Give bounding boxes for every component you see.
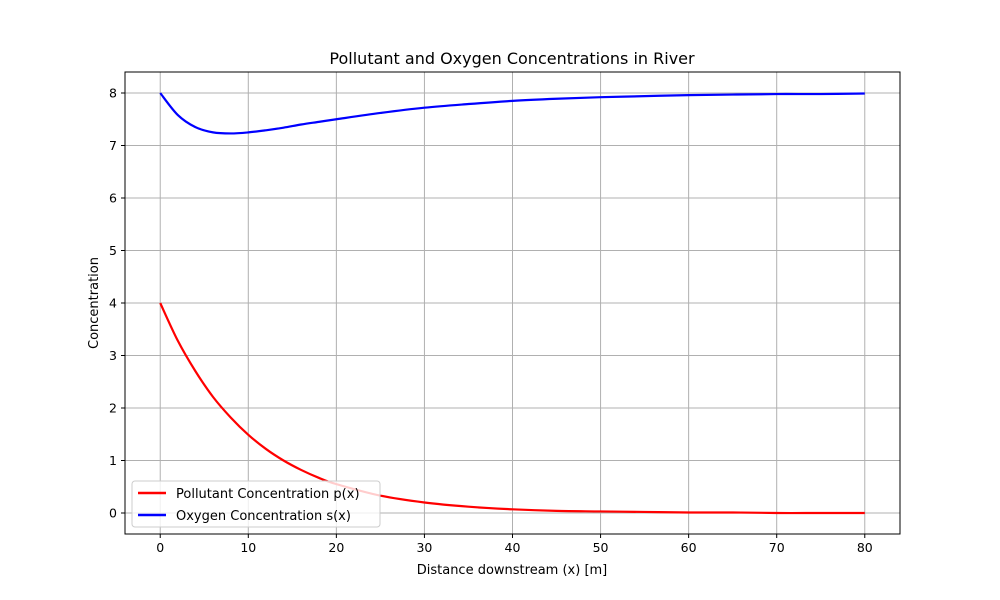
y-axis-ticks: 0 1 2 3 4 5 6 7 8 [109,86,125,521]
y-tick-label: 8 [109,86,117,101]
legend: Pollutant Concentration p(x) Oxygen Conc… [131,480,381,528]
legend-label-pollutant: Pollutant Concentration p(x) [176,487,360,502]
y-tick-label: 2 [109,401,117,416]
x-tick-label: 50 [593,540,609,555]
x-axis-label: Distance downstream (x) [m] [417,563,608,578]
x-tick-label: 80 [857,540,873,555]
y-tick-label: 5 [109,243,117,258]
grid-lines [125,72,900,534]
y-tick-label: 1 [109,453,117,468]
x-tick-label: 20 [328,540,344,555]
x-tick-label: 70 [769,540,785,555]
y-axis-label: Concentration [87,257,102,349]
y-tick-label: 4 [109,296,117,311]
x-axis-ticks: 0 10 20 30 40 50 60 70 80 [156,534,873,555]
y-tick-label: 6 [109,191,117,206]
y-tick-label: 7 [109,138,117,153]
legend-box [131,480,381,528]
x-tick-label: 0 [156,540,164,555]
x-tick-label: 60 [681,540,697,555]
series-line-oxygen [159,92,865,135]
x-tick-label: 30 [416,540,432,555]
legend-label-oxygen: Oxygen Concentration s(x) [176,509,351,524]
chart-title: Pollutant and Oxygen Concentrations in R… [329,49,695,68]
y-tick-label: 0 [109,506,117,521]
y-tick-label: 3 [109,348,117,363]
x-tick-label: 10 [240,540,256,555]
x-tick-label: 40 [505,540,521,555]
